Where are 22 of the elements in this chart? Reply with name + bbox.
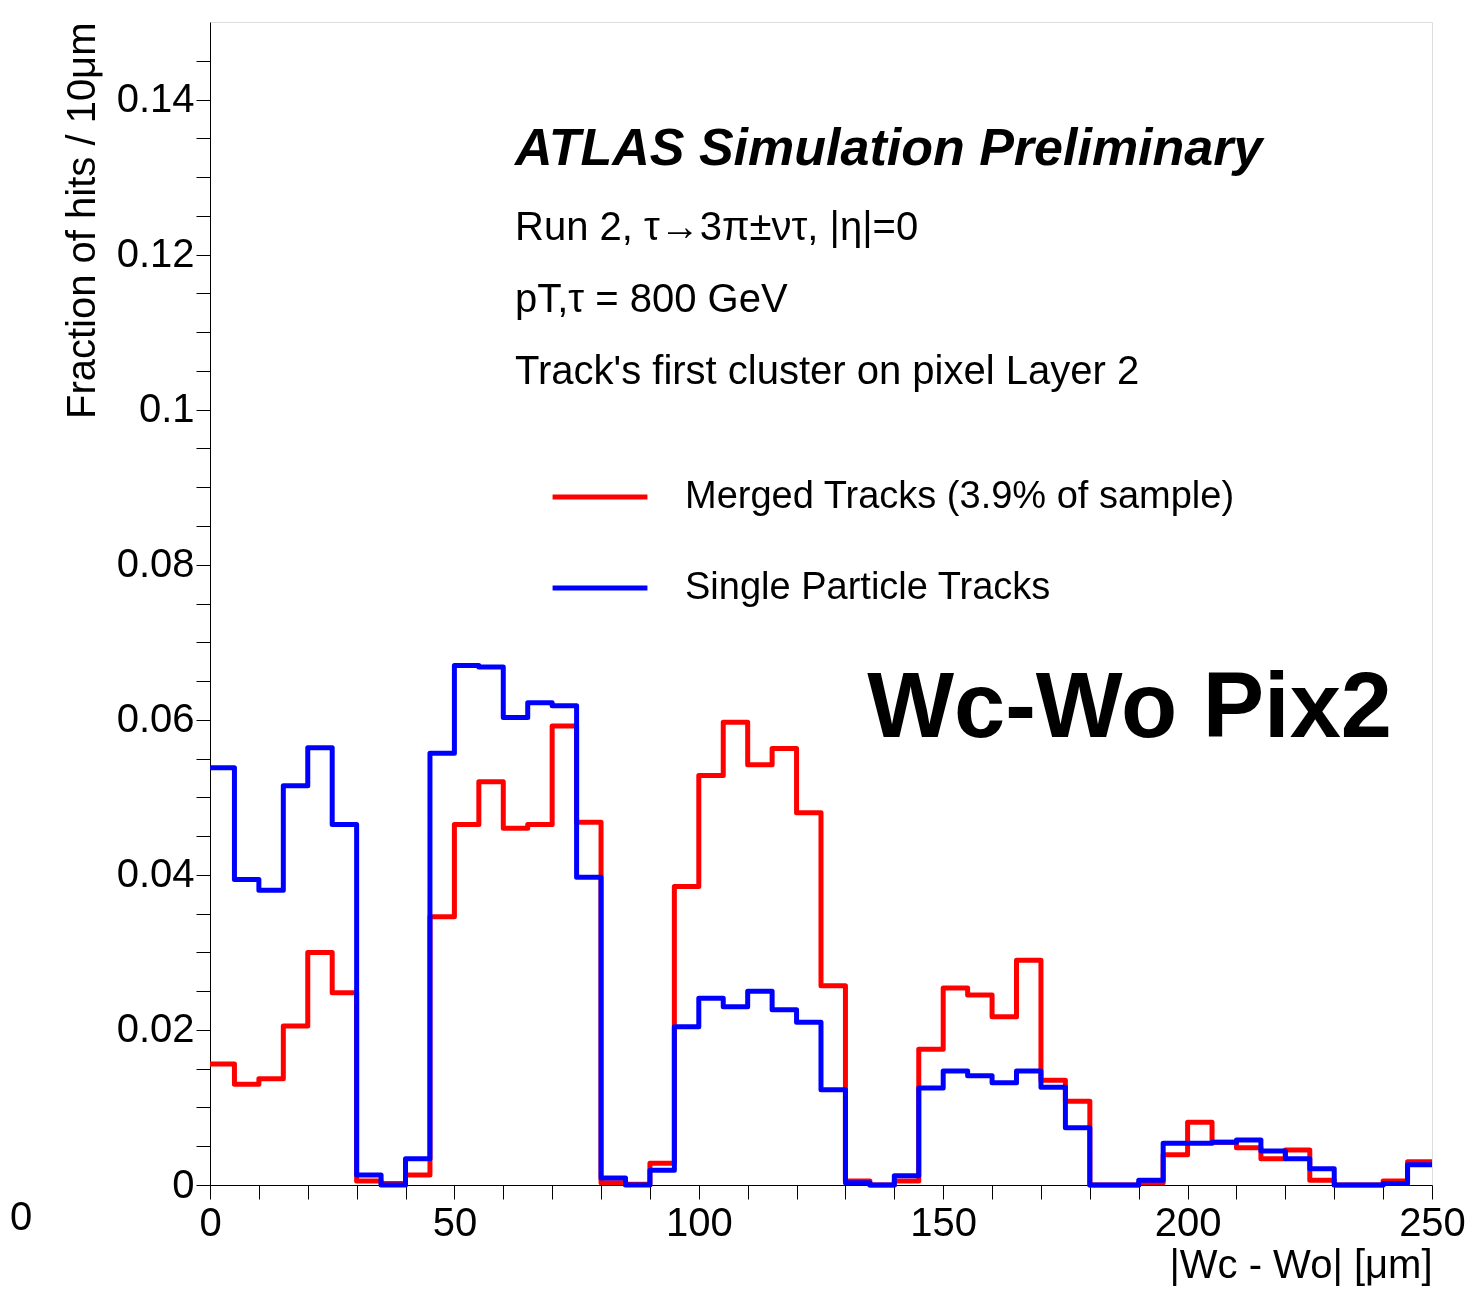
legend-label: Single Particle Tracks <box>685 565 1051 607</box>
x-tick-label: 200 <box>1154 1199 1222 1244</box>
x-axis-title: |Wc - Wo| [μm] <box>1169 1241 1433 1286</box>
y-tick-label: 0 <box>172 1161 195 1206</box>
y-tick-label: 0.02 <box>116 1006 195 1051</box>
y-axis-title: Fraction of hits / 10μm <box>58 22 103 420</box>
x-tick-label: 50 <box>432 1199 478 1244</box>
x-tick-label: 150 <box>910 1199 978 1244</box>
annotation: pT,τ = 800 GeV <box>515 276 788 320</box>
y-tick-label: 0.08 <box>116 541 195 586</box>
annotation: Run 2, τ→3π±ντ, |η|=0 <box>515 204 919 248</box>
y-tick-label: 0.06 <box>116 696 195 741</box>
y-tick-label: 0.04 <box>116 851 195 896</box>
annotation: Track's first cluster on pixel Layer 2 <box>515 348 1140 392</box>
y-tick-label: 0.1 <box>138 386 195 431</box>
legend-label: Merged Tracks (3.9% of sample) <box>685 474 1235 516</box>
text: ATLAS Simulation Preliminary <box>513 118 1266 176</box>
x-tick-label: 100 <box>665 1199 733 1244</box>
y-tick-label: 0.12 <box>116 231 195 276</box>
y-tick-label: 0.14 <box>116 76 195 121</box>
annotation: Wc-Wo Pix2 <box>867 654 1392 756</box>
x-tick-label: 250 <box>1399 1199 1466 1244</box>
